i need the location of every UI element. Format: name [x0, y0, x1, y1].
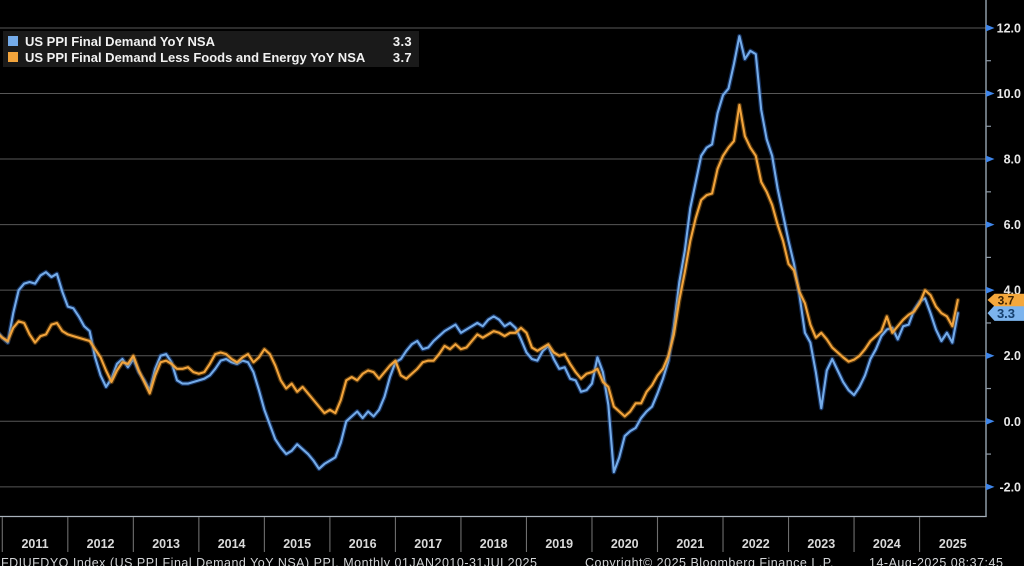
footer-copyright: Copyright© 2025 Bloomberg Finance L.P.: [585, 556, 834, 566]
y-tick-arrow-icon: [986, 24, 995, 32]
x-axis-year-label[interactable]: 2016: [349, 537, 377, 551]
series1-last-value: 3.3: [392, 33, 412, 49]
y-tick-arrow-icon: [986, 286, 995, 294]
x-axis-year-label[interactable]: 2019: [545, 537, 573, 551]
chart-legend: US PPI Final Demand YoY NSA 3.3 US PPI F…: [3, 31, 419, 67]
y-tick-arrow-icon: [986, 417, 995, 425]
x-axis-year-label[interactable]: 2017: [414, 537, 442, 551]
series1-value-tag[interactable]: [987, 305, 1024, 321]
y-axis-label[interactable]: 6.0: [1004, 218, 1021, 232]
legend-row-series1[interactable]: US PPI Final Demand YoY NSA 3.3: [8, 33, 414, 49]
y-axis-label[interactable]: 10.0: [997, 87, 1021, 101]
x-axis-year-label[interactable]: 2011: [21, 537, 48, 551]
series2-last-value: 3.7: [392, 49, 412, 65]
series2-value-tag[interactable]: [987, 293, 1024, 307]
series1-label: US PPI Final Demand YoY NSA: [25, 33, 215, 49]
y-axis-label[interactable]: -2.0: [999, 480, 1021, 494]
x-axis-year-label[interactable]: 2025: [939, 537, 967, 551]
series1-value-tag-text: 3.3: [997, 306, 1015, 321]
x-axis-year-label[interactable]: 2014: [218, 537, 246, 551]
series2-line[interactable]: [0, 103, 959, 418]
y-axis-label[interactable]: 0.0: [1004, 415, 1021, 429]
x-axis-year-label[interactable]: 2013: [152, 537, 180, 551]
y-tick-arrow-icon: [986, 155, 995, 163]
footer-timestamp: 14-Aug-2025 08:37:45: [869, 556, 1004, 566]
footer-ticker-info: FDIUFDYO Index (US PPI Final Demand YoY …: [1, 556, 538, 566]
y-axis-label[interactable]: 8.0: [1004, 153, 1021, 167]
y-tick-arrow-icon: [986, 221, 995, 229]
x-axis-year-label[interactable]: 2020: [611, 537, 639, 551]
x-axis-year-label[interactable]: 2024: [873, 537, 901, 551]
y-tick-arrow-icon: [986, 352, 995, 360]
series2-label: US PPI Final Demand Less Foods and Energ…: [25, 49, 366, 65]
series2-value-tag-text: 3.7: [998, 293, 1015, 307]
x-axis-year-label[interactable]: 2023: [807, 537, 835, 551]
y-tick-arrow-icon: [986, 90, 995, 97]
y-axis-label[interactable]: 2.0: [1004, 349, 1021, 363]
x-axis-year-label[interactable]: 2018: [480, 537, 508, 551]
series1-swatch-icon: [8, 36, 18, 46]
x-axis-year-label[interactable]: 2012: [87, 537, 115, 551]
x-axis-year-label[interactable]: 2021: [676, 537, 704, 551]
y-tick-arrow-icon: [986, 483, 995, 491]
legend-row-series2[interactable]: US PPI Final Demand Less Foods and Energ…: [8, 49, 414, 65]
y-axis-label[interactable]: 12.0: [997, 21, 1021, 35]
x-axis-year-label[interactable]: 2015: [283, 537, 311, 551]
x-axis-year-label[interactable]: 2022: [742, 537, 770, 551]
series1-line[interactable]: [0, 35, 959, 474]
chart-footer: FDIUFDYO Index (US PPI Final Demand YoY …: [0, 556, 1024, 566]
series2-swatch-icon: [8, 52, 18, 62]
series1-line-glow: [0, 33, 961, 475]
